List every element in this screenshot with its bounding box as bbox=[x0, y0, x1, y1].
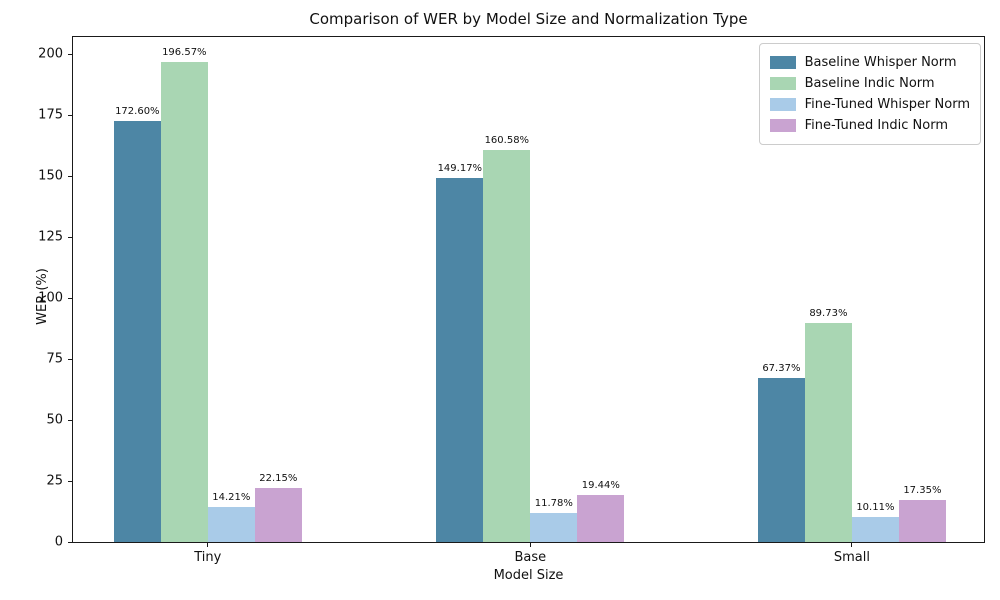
y-tick-mark bbox=[68, 236, 73, 238]
y-tick-label: 150 bbox=[38, 168, 63, 184]
bar-value-label: 172.60% bbox=[115, 105, 160, 117]
bar-value-label: 10.11% bbox=[856, 502, 895, 514]
bar-value-label: 196.57% bbox=[162, 47, 207, 59]
x-tick-label-tiny: Tiny bbox=[194, 550, 222, 565]
x-tick-mark bbox=[529, 542, 531, 547]
bar-tiny-series3 bbox=[207, 507, 255, 542]
y-tick-mark bbox=[68, 53, 73, 55]
legend-swatch-icon bbox=[769, 77, 796, 90]
bar-tiny-series4 bbox=[254, 487, 302, 542]
bar-value-label: 67.37% bbox=[762, 362, 801, 374]
legend-entry-series3: Fine-Tuned Whisper Norm bbox=[769, 94, 970, 115]
y-tick-mark bbox=[68, 297, 73, 299]
bar-value-label: 89.73% bbox=[809, 308, 848, 320]
legend-label: Fine-Tuned Indic Norm bbox=[804, 118, 949, 133]
chart-title: Comparison of WER by Model Size and Norm… bbox=[309, 10, 748, 28]
y-tick-mark bbox=[68, 480, 73, 482]
y-tick-label: 25 bbox=[46, 473, 63, 489]
legend-swatch-icon bbox=[769, 98, 796, 111]
y-tick-label: 0 bbox=[54, 534, 63, 550]
y-tick-label: 175 bbox=[38, 107, 63, 123]
bar-small-series4 bbox=[898, 499, 946, 542]
y-tick-label: 100 bbox=[38, 290, 63, 306]
legend-label: Baseline Indic Norm bbox=[804, 76, 935, 91]
bar-base-series1 bbox=[436, 178, 484, 542]
bar-small-series3 bbox=[851, 517, 899, 542]
bar-base-series4 bbox=[577, 494, 625, 542]
bar-value-label: 149.17% bbox=[437, 163, 483, 175]
y-tick-mark bbox=[68, 419, 73, 421]
legend-label: Baseline Whisper Norm bbox=[804, 55, 957, 70]
y-tick-mark bbox=[68, 114, 73, 116]
y-tick-mark bbox=[68, 541, 73, 543]
y-tick-label: 75 bbox=[46, 351, 63, 367]
y-tick-mark bbox=[68, 175, 73, 177]
legend-swatch-icon bbox=[769, 119, 796, 132]
y-axis-label: WER (%) bbox=[34, 268, 50, 325]
legend-entry-series1: Baseline Whisper Norm bbox=[769, 52, 970, 73]
bar-tiny-series1 bbox=[113, 120, 161, 542]
y-tick-label: 50 bbox=[46, 412, 63, 428]
bar-value-label: 160.58% bbox=[484, 135, 530, 147]
bar-base-series3 bbox=[530, 513, 578, 542]
y-tick-label: 125 bbox=[38, 229, 63, 245]
bar-value-label: 17.35% bbox=[903, 484, 942, 496]
legend: Baseline Whisper Norm Baseline Indic Norm… bbox=[758, 43, 981, 145]
x-tick-label-base: Base bbox=[514, 550, 547, 565]
bar-value-label: 22.15% bbox=[259, 472, 298, 484]
x-axis-label: Model Size bbox=[493, 568, 564, 583]
x-tick-mark bbox=[207, 542, 209, 547]
bar-base-series2 bbox=[483, 150, 531, 542]
bar-value-label: 11.78% bbox=[534, 498, 573, 510]
x-tick-mark bbox=[851, 542, 853, 547]
bar-small-series1 bbox=[757, 377, 805, 542]
bar-value-label: 14.21% bbox=[212, 492, 251, 504]
legend-label: Fine-Tuned Whisper Norm bbox=[804, 97, 970, 112]
bar-small-series2 bbox=[804, 323, 852, 542]
legend-entry-series4: Fine-Tuned Indic Norm bbox=[769, 115, 970, 136]
plot-area: Baseline Whisper Norm Baseline Indic Norm… bbox=[38, 36, 985, 565]
bar-value-label: 19.44% bbox=[581, 479, 620, 491]
y-tick-label: 200 bbox=[38, 46, 63, 62]
y-tick-mark bbox=[68, 358, 73, 360]
legend-swatch-icon bbox=[769, 56, 796, 69]
bar-tiny-series2 bbox=[160, 62, 208, 542]
x-tick-label-small: Small bbox=[833, 550, 870, 565]
legend-entry-series2: Baseline Indic Norm bbox=[769, 73, 970, 94]
